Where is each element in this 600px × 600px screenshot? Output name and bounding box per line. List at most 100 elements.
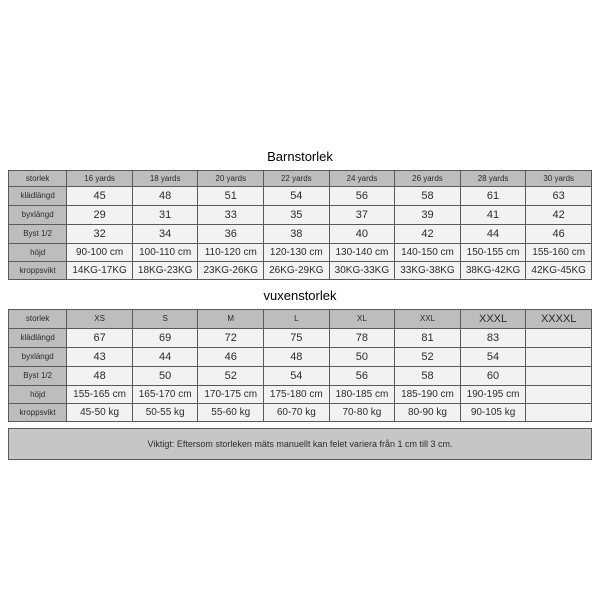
size-header: XXXXL	[526, 309, 592, 328]
footnote: Viktigt: Eftersom storleken mäts manuell…	[8, 428, 592, 460]
cell: 32	[67, 224, 133, 243]
cell: 26KG-29KG	[264, 261, 330, 279]
table-row: kroppsvikt 14KG-17KG 18KG-23KG 23KG-26KG…	[9, 261, 592, 279]
row-label: höjd	[9, 385, 67, 403]
size-header: 18 yards	[132, 170, 198, 186]
cell: 90-100 cm	[67, 243, 133, 261]
cell: 54	[264, 366, 330, 385]
cell: 83	[460, 328, 526, 347]
cell: 165-170 cm	[132, 385, 198, 403]
cell: 31	[132, 205, 198, 224]
cell: 14KG-17KG	[67, 261, 133, 279]
table-row: byxlängd 29 31 33 35 37 39 41 42	[9, 205, 592, 224]
cell: 170-175 cm	[198, 385, 264, 403]
cell: 90-105 kg	[460, 403, 526, 421]
cell: 38	[264, 224, 330, 243]
cell: 70-80 kg	[329, 403, 395, 421]
cell: 41	[460, 205, 526, 224]
cell: 54	[460, 347, 526, 366]
cell	[526, 403, 592, 421]
table-row: klädlängd 45 48 51 54 56 58 61 63	[9, 186, 592, 205]
table-header-row: storlek 16 yards 18 yards 20 yards 22 ya…	[9, 170, 592, 186]
size-header: 26 yards	[395, 170, 461, 186]
cell: 23KG-26KG	[198, 261, 264, 279]
cell: 63	[526, 186, 592, 205]
cell: 80-90 kg	[395, 403, 461, 421]
cell: 110-120 cm	[198, 243, 264, 261]
row-label: kroppsvikt	[9, 261, 67, 279]
table-row: klädlängd 67 69 72 75 78 81 83	[9, 328, 592, 347]
cell: 60	[460, 366, 526, 385]
cell: 43	[67, 347, 133, 366]
header-label: storlek	[9, 309, 67, 328]
row-label: kroppsvikt	[9, 403, 67, 421]
cell: 190-195 cm	[460, 385, 526, 403]
cell: 33KG-38KG	[395, 261, 461, 279]
size-header: M	[198, 309, 264, 328]
cell: 44	[460, 224, 526, 243]
row-label: Byst 1/2	[9, 366, 67, 385]
size-header: 24 yards	[329, 170, 395, 186]
children-size-table: storlek 16 yards 18 yards 20 yards 22 ya…	[8, 170, 592, 280]
row-label: klädlängd	[9, 328, 67, 347]
cell: 46	[198, 347, 264, 366]
size-header: XXXL	[460, 309, 526, 328]
cell: 60-70 kg	[264, 403, 330, 421]
cell: 100-110 cm	[132, 243, 198, 261]
cell: 42	[395, 224, 461, 243]
cell: 120-130 cm	[264, 243, 330, 261]
cell	[526, 328, 592, 347]
cell: 130-140 cm	[329, 243, 395, 261]
cell: 78	[329, 328, 395, 347]
size-header: 16 yards	[67, 170, 133, 186]
row-label: höjd	[9, 243, 67, 261]
cell: 175-180 cm	[264, 385, 330, 403]
size-header: S	[132, 309, 198, 328]
cell: 38KG-42KG	[460, 261, 526, 279]
cell: 44	[132, 347, 198, 366]
cell: 42	[526, 205, 592, 224]
cell: 34	[132, 224, 198, 243]
table-row: Byst 1/2 32 34 36 38 40 42 44 46	[9, 224, 592, 243]
cell: 35	[264, 205, 330, 224]
cell: 30KG-33KG	[329, 261, 395, 279]
cell	[526, 347, 592, 366]
size-header: 22 yards	[264, 170, 330, 186]
cell: 50-55 kg	[132, 403, 198, 421]
cell: 140-150 cm	[395, 243, 461, 261]
cell: 52	[395, 347, 461, 366]
size-header: L	[264, 309, 330, 328]
cell: 69	[132, 328, 198, 347]
cell: 29	[67, 205, 133, 224]
size-header: 28 yards	[460, 170, 526, 186]
cell: 155-165 cm	[67, 385, 133, 403]
cell: 58	[395, 186, 461, 205]
row-label: byxlängd	[9, 347, 67, 366]
cell: 150-155 cm	[460, 243, 526, 261]
size-header: XS	[67, 309, 133, 328]
adult-title: vuxenstorlek	[8, 288, 592, 303]
size-header: 20 yards	[198, 170, 264, 186]
cell: 56	[329, 366, 395, 385]
cell: 48	[67, 366, 133, 385]
cell: 42KG-45KG	[526, 261, 592, 279]
table-row: kroppsvikt 45-50 kg 50-55 kg 55-60 kg 60…	[9, 403, 592, 421]
cell: 52	[198, 366, 264, 385]
cell: 50	[132, 366, 198, 385]
cell: 45	[67, 186, 133, 205]
row-label: klädlängd	[9, 186, 67, 205]
size-header: XXL	[395, 309, 461, 328]
cell	[526, 366, 592, 385]
cell: 37	[329, 205, 395, 224]
cell: 50	[329, 347, 395, 366]
size-header: XL	[329, 309, 395, 328]
cell: 39	[395, 205, 461, 224]
header-label: storlek	[9, 170, 67, 186]
cell: 46	[526, 224, 592, 243]
cell: 51	[198, 186, 264, 205]
cell: 75	[264, 328, 330, 347]
cell: 48	[132, 186, 198, 205]
cell: 45-50 kg	[67, 403, 133, 421]
row-label: Byst 1/2	[9, 224, 67, 243]
size-header: 30 yards	[526, 170, 592, 186]
